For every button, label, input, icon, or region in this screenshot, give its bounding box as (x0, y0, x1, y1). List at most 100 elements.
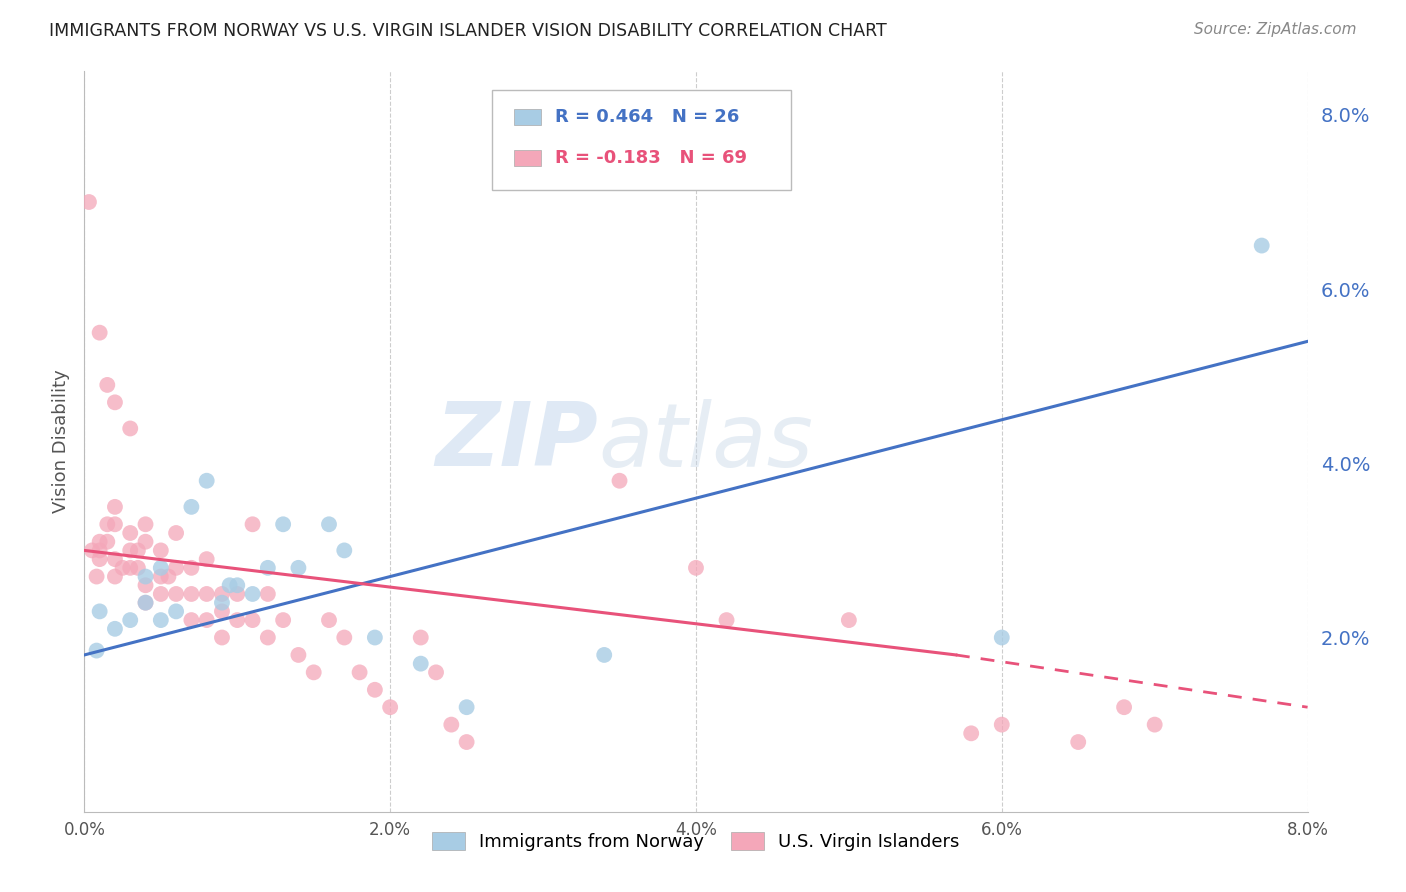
Point (96, 534, 118, 549)
Point (302, 665, 325, 680)
Point (135, 578, 157, 592)
Point (104, 500, 127, 514)
Point (242, 517, 264, 532)
Point (333, 543, 356, 558)
Point (135, 517, 157, 532)
Point (991, 631, 1014, 645)
Point (149, 613, 172, 627)
Point (96, 517, 118, 532)
Point (211, 587, 233, 601)
Text: atlas: atlas (598, 399, 813, 484)
Point (89, 604, 111, 618)
Point (195, 474, 218, 488)
Point (120, 561, 142, 575)
Point (149, 561, 172, 575)
Point (349, 665, 371, 680)
Point (271, 517, 294, 532)
Point (120, 526, 142, 541)
Point (211, 631, 233, 645)
Point (226, 613, 249, 627)
Point (104, 552, 127, 566)
Point (226, 578, 249, 592)
Point (165, 561, 187, 575)
Point (364, 682, 387, 697)
Point (716, 613, 738, 627)
Point (80, 543, 103, 558)
Point (104, 395, 127, 409)
Point (135, 596, 157, 610)
Text: ZIP: ZIP (436, 398, 598, 485)
Point (1067, 735, 1090, 749)
Point (1250, 238, 1272, 252)
Point (1143, 717, 1166, 731)
Point (104, 569, 127, 583)
Point (960, 726, 983, 740)
Y-axis label: Vision Disability: Vision Disability (52, 369, 70, 514)
Point (318, 613, 340, 627)
Point (180, 561, 202, 575)
Point (287, 648, 309, 662)
Point (257, 561, 280, 575)
Point (157, 569, 180, 583)
Point (271, 613, 294, 627)
Point (120, 613, 142, 627)
Point (104, 622, 127, 636)
Point (120, 421, 142, 435)
Point (165, 604, 187, 618)
Point (380, 700, 402, 714)
Point (135, 569, 157, 583)
Point (218, 578, 240, 592)
Point (257, 587, 280, 601)
Point (838, 613, 860, 627)
Point (409, 631, 432, 645)
Point (1114, 700, 1136, 714)
Point (409, 657, 432, 671)
Point (165, 526, 187, 541)
Point (89, 534, 111, 549)
Point (111, 561, 134, 575)
Point (149, 543, 172, 558)
Point (89, 326, 111, 340)
Point (180, 587, 202, 601)
Point (425, 665, 447, 680)
Point (195, 552, 218, 566)
Point (195, 587, 218, 601)
Point (104, 517, 127, 532)
Point (89, 543, 111, 558)
Point (318, 517, 340, 532)
FancyBboxPatch shape (492, 90, 792, 190)
Point (242, 613, 264, 627)
Point (180, 500, 202, 514)
Point (127, 543, 149, 558)
Text: R = 0.464   N = 26: R = 0.464 N = 26 (555, 108, 740, 127)
Text: Source: ZipAtlas.com: Source: ZipAtlas.com (1194, 22, 1357, 37)
Point (211, 604, 233, 618)
Point (165, 587, 187, 601)
Legend: Immigrants from Norway, U.S. Virgin Islanders: Immigrants from Norway, U.S. Virgin Isla… (425, 824, 967, 858)
Point (149, 569, 172, 583)
Point (96, 378, 118, 392)
Point (77, 194, 100, 209)
Point (287, 561, 309, 575)
FancyBboxPatch shape (513, 109, 541, 126)
Point (456, 700, 478, 714)
Point (127, 561, 149, 575)
Point (364, 631, 387, 645)
Point (89, 552, 111, 566)
Point (135, 596, 157, 610)
Point (226, 587, 249, 601)
Point (593, 648, 616, 662)
Point (242, 587, 264, 601)
Point (609, 474, 631, 488)
Point (991, 717, 1014, 731)
Point (685, 561, 707, 575)
Text: R = -0.183   N = 69: R = -0.183 N = 69 (555, 149, 748, 167)
Point (257, 631, 280, 645)
Point (149, 587, 172, 601)
Point (86, 569, 108, 583)
Point (195, 613, 218, 627)
Point (333, 631, 356, 645)
Point (135, 534, 157, 549)
FancyBboxPatch shape (513, 150, 541, 166)
Point (440, 717, 463, 731)
